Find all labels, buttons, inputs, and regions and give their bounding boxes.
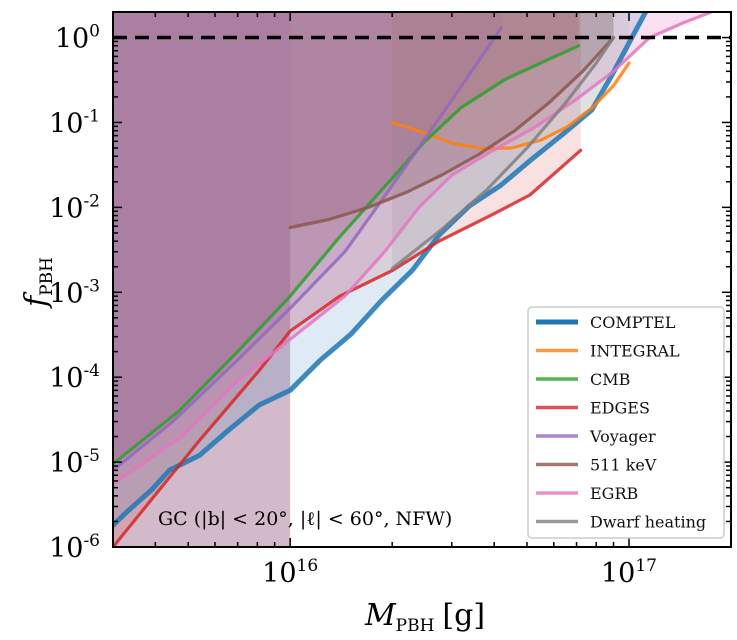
legend-label: COMPTEL <box>590 313 676 332</box>
y-tick-label: 10-3 <box>49 276 100 309</box>
legend-label: Voyager <box>589 427 656 446</box>
curve-integral <box>390 61 631 151</box>
legend: COMPTEL INTEGRAL CMB EDGES Voyager 511 keV EGR… <box>527 306 725 539</box>
511kev-left-band <box>113 12 291 547</box>
legend-label: CMB <box>590 370 630 389</box>
x-axis-label: MPBH [g] <box>364 598 485 636</box>
legend-item-voyager: Voyager <box>536 427 656 446</box>
y-tick-label: 10-6 <box>49 531 100 564</box>
egrb-excluded-region <box>113 12 712 485</box>
legend-item-511-kev: 511 keV <box>536 456 657 475</box>
x-axis-label-main: M <box>364 598 397 633</box>
x-axis-label-unit: [g] <box>442 598 485 633</box>
plot-frame <box>112 11 732 548</box>
legend-label: EDGES <box>590 399 650 418</box>
legend-label: EGRB <box>590 484 638 503</box>
legend-label: 511 keV <box>590 456 657 475</box>
legend-label: Dwarf heating <box>590 513 706 532</box>
x-tick-label: 1016 <box>262 556 318 589</box>
legend-item-comptel: COMPTEL <box>536 313 676 332</box>
y-axis-label: fPBH <box>19 257 57 309</box>
y-tick-label: 10-1 <box>49 106 100 139</box>
y-tick-label: 10-2 <box>49 191 100 224</box>
region-annotation: GC (|b| < 20°, |ℓ| < 60°, NFW) <box>158 508 452 530</box>
constraint-curves <box>113 12 714 547</box>
curve-edges <box>113 148 583 547</box>
curve-egrb <box>113 12 714 486</box>
legend-item-integral: INTEGRAL <box>536 342 680 361</box>
x-tick-label: 1017 <box>601 556 657 589</box>
y-tick-label: 10-5 <box>49 446 100 479</box>
legend-item-dwarf-heating: Dwarf heating <box>536 513 706 532</box>
curve-511-kev <box>288 35 616 230</box>
x-axis-label-sub: PBH <box>396 616 435 636</box>
cmb-excluded-region <box>113 12 579 464</box>
y-tick-labels: 100 10-1 10-2 10-3 10-4 10-5 10-6 <box>49 22 100 564</box>
legend-label: INTEGRAL <box>590 342 680 361</box>
legend-item-egrb: EGRB <box>536 484 638 503</box>
curve-dwarf-heating <box>390 35 616 271</box>
y-tick-label: 100 <box>55 22 100 55</box>
curve-cmb <box>113 44 581 466</box>
x-tick-labels: 1016 1017 <box>262 556 657 589</box>
y-axis-label-sub: PBH <box>37 257 57 296</box>
legend-item-cmb: CMB <box>536 370 630 389</box>
legend-box <box>527 306 725 539</box>
curve-voyager <box>113 26 503 472</box>
legend-item-edges: EDGES <box>536 399 650 418</box>
y-tick-label: 10-4 <box>49 361 100 394</box>
